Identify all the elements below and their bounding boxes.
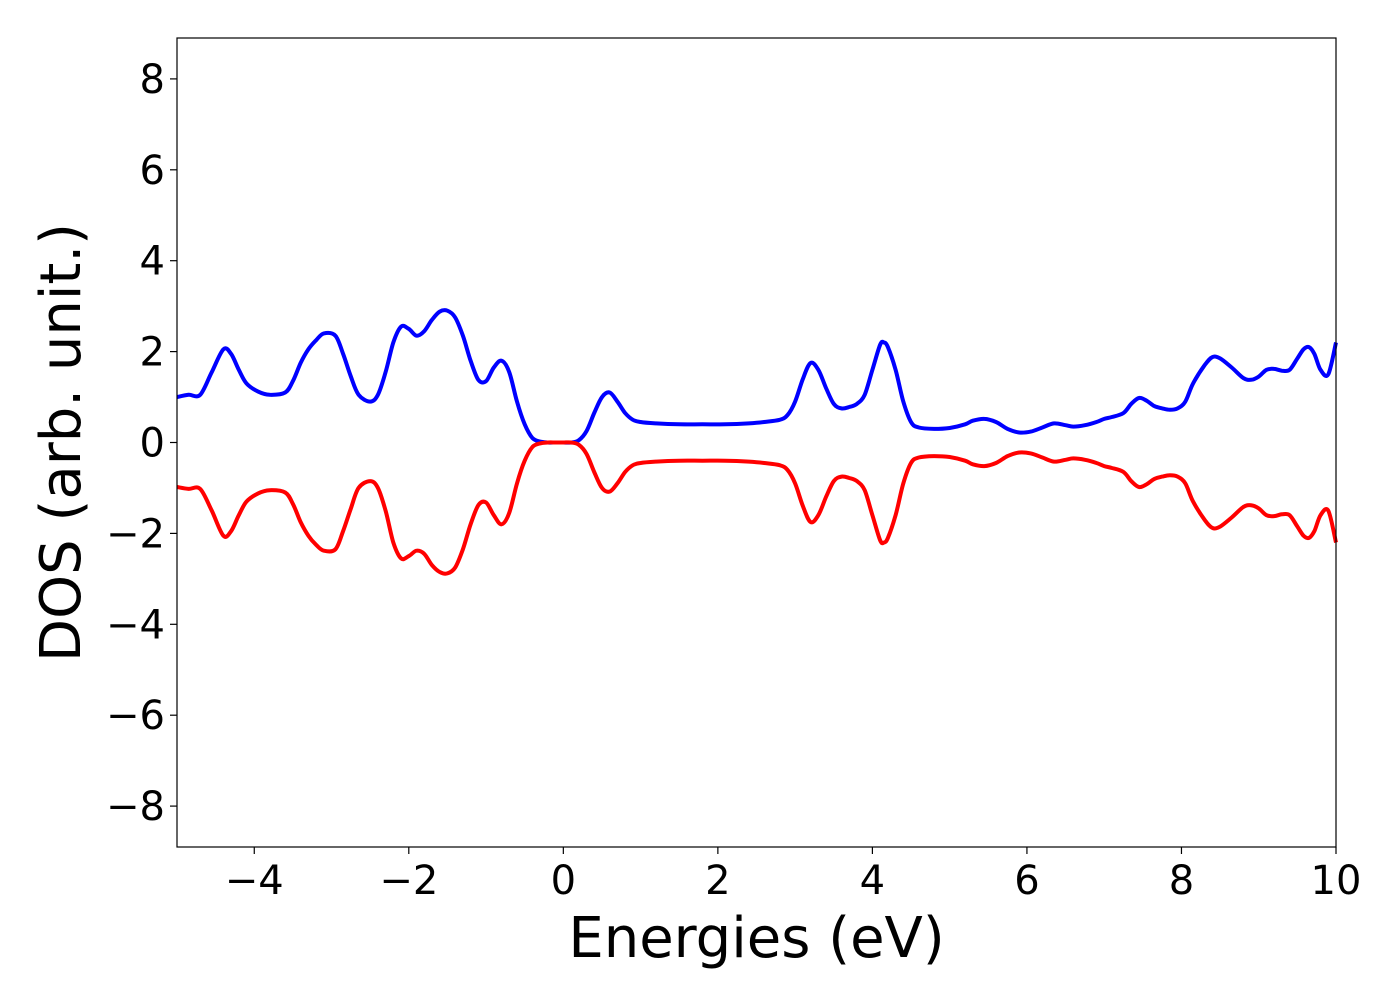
dos-line-up: [176, 308, 1338, 445]
y-tick-label: 8: [140, 57, 165, 103]
y-tick-label: 6: [140, 148, 165, 194]
x-axis-label: Energies (eV): [568, 906, 944, 971]
y-tick-label: −4: [106, 602, 165, 648]
y-tick-label: 0: [140, 421, 165, 467]
x-tick-label: 8: [1169, 858, 1194, 904]
x-tick-label: 10: [1311, 858, 1362, 904]
series-layer: [176, 308, 1338, 576]
y-tick-label: −2: [106, 511, 165, 557]
y-tick-label: −6: [106, 693, 165, 739]
x-tick-label: 0: [551, 858, 576, 904]
y-axis-label: DOS (arb. unit.): [29, 223, 94, 662]
x-tick-label: −4: [225, 858, 284, 904]
x-tick-label: 6: [1014, 858, 1039, 904]
x-tick-label: −2: [379, 858, 438, 904]
y-tick-label: 4: [140, 239, 165, 285]
x-tick-label: 4: [860, 858, 885, 904]
x-tick-label: 2: [705, 858, 730, 904]
y-tick-label: 2: [140, 330, 165, 376]
plot-frame: [176, 37, 1337, 848]
ticks-layer: −4 −2 0 2 4 6 8 10 8 6 4 2 0 −2 −4 −6 −8: [106, 57, 1361, 904]
y-tick-label: −8: [106, 784, 165, 830]
dos-line-down: [176, 440, 1338, 576]
